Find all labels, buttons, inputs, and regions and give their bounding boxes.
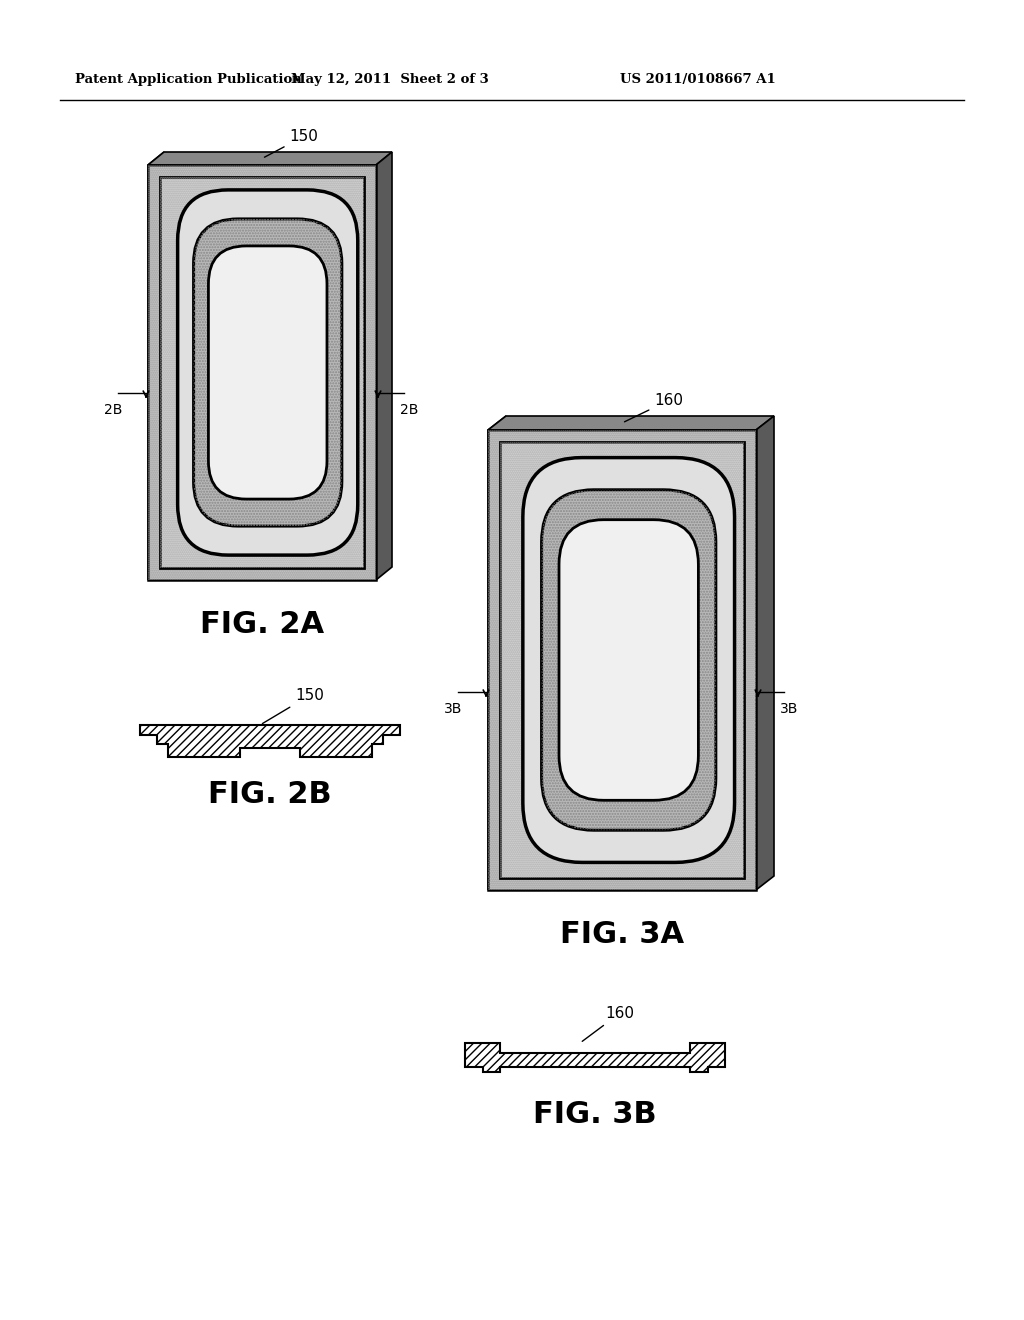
Text: FIG. 2A: FIG. 2A <box>200 610 324 639</box>
Polygon shape <box>488 430 756 890</box>
Text: 2B: 2B <box>103 403 122 417</box>
Text: FIG. 2B: FIG. 2B <box>208 780 332 809</box>
FancyBboxPatch shape <box>559 520 698 800</box>
Text: 160: 160 <box>583 1006 634 1041</box>
Polygon shape <box>488 416 774 430</box>
Text: FIG. 3A: FIG. 3A <box>560 920 684 949</box>
Polygon shape <box>140 725 400 756</box>
Polygon shape <box>376 152 392 579</box>
FancyBboxPatch shape <box>177 190 357 556</box>
Text: 160: 160 <box>625 393 683 422</box>
Polygon shape <box>465 1043 725 1072</box>
Text: Patent Application Publication: Patent Application Publication <box>75 74 302 87</box>
Polygon shape <box>148 152 392 165</box>
FancyBboxPatch shape <box>542 490 716 830</box>
FancyBboxPatch shape <box>209 246 327 499</box>
Text: 150: 150 <box>264 129 318 157</box>
Text: 3B: 3B <box>443 702 462 717</box>
Text: 2B: 2B <box>399 403 418 417</box>
Polygon shape <box>148 165 376 579</box>
Text: 3B: 3B <box>780 702 798 717</box>
Polygon shape <box>148 152 164 579</box>
Polygon shape <box>488 416 506 890</box>
Polygon shape <box>160 177 364 568</box>
Text: FIG. 3B: FIG. 3B <box>534 1100 656 1129</box>
Text: May 12, 2011  Sheet 2 of 3: May 12, 2011 Sheet 2 of 3 <box>291 74 488 87</box>
FancyBboxPatch shape <box>523 458 734 862</box>
Polygon shape <box>500 442 744 878</box>
Text: US 2011/0108667 A1: US 2011/0108667 A1 <box>620 74 776 87</box>
Text: 150: 150 <box>262 688 324 723</box>
Polygon shape <box>756 416 774 890</box>
FancyBboxPatch shape <box>194 219 342 527</box>
